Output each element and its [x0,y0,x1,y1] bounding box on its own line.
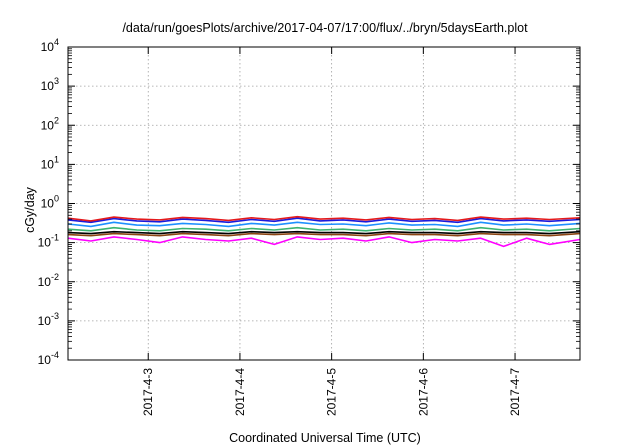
y-tick-label: 103 [41,76,59,93]
series-line [67,215,581,222]
series-line [67,221,581,228]
series-line [67,230,581,235]
y-tick-label: 10-3 [38,311,59,328]
x-tick-label: 2017-4-3 [141,368,155,416]
x-tick-label: 2017-4-6 [416,368,430,416]
series-line [67,236,581,248]
x-axis-label: Coordinated Universal Time (UTC) [229,431,421,445]
y-tick-label: 102 [41,115,59,132]
series-layer [67,215,581,248]
y-tick-label: 104 [41,37,59,54]
x-tick-label: 2017-4-4 [233,368,247,416]
y-tick-label: 10-2 [38,272,59,289]
grid [68,47,580,360]
y-axis-label: cGy/day [23,186,37,233]
y-tick-label: 100 [41,194,59,211]
series-line [67,217,581,224]
y-tick-label: 101 [41,154,59,171]
chart-title: /data/run/goesPlots/archive/2017-04-07/1… [122,21,528,35]
y-tick-label: 10-4 [38,350,59,367]
series-line [67,226,581,232]
x-tick-label: 2017-4-7 [508,368,522,416]
series-line [67,232,581,237]
x-tick-label: 2017-4-5 [325,368,339,416]
x-axis: 2017-4-3 2017-4-4 2017-4-5 2017-4-6 2017-4-7 [141,47,522,416]
y-tick-label: 10-1 [38,233,59,250]
